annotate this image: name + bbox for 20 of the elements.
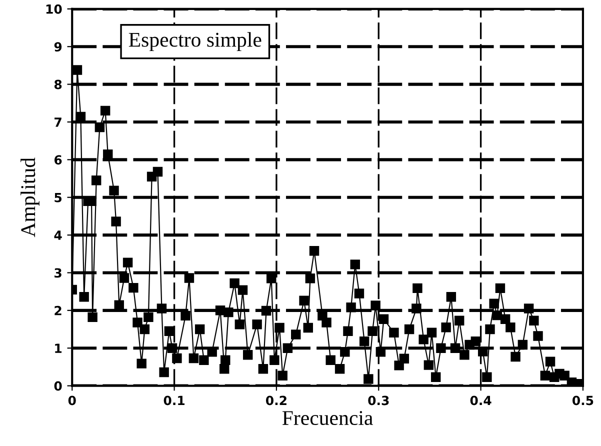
y-tick-label: 10 bbox=[46, 4, 62, 14]
x-tick-label: 0.2 bbox=[266, 396, 286, 406]
x-tick-label: 0.1 bbox=[164, 396, 185, 406]
y-tick-label: 5 bbox=[54, 192, 62, 202]
text: Espectro simple bbox=[128, 32, 262, 52]
y-tick-label: 0 bbox=[54, 381, 62, 391]
y-axis-title: Amplitud bbox=[20, 158, 40, 238]
y-tick-label: 2 bbox=[54, 306, 62, 316]
x-tick-label: 0.3 bbox=[368, 396, 389, 406]
x-tick-label: 0.5 bbox=[572, 396, 594, 406]
x-axis-title: Frecuencia bbox=[282, 411, 373, 426]
y-tick-label: 4 bbox=[54, 230, 62, 240]
y-tick-label: 9 bbox=[54, 42, 62, 52]
y-tick-label: 1 bbox=[55, 344, 62, 353]
x-tick-label: 0.4 bbox=[470, 396, 492, 406]
y-tick-label: 6 bbox=[54, 155, 62, 165]
x-tick-label: 0 bbox=[68, 396, 76, 406]
y-tick-label: 3 bbox=[54, 268, 62, 278]
y-tick-label: 8 bbox=[54, 80, 62, 90]
y-tick-label: 7 bbox=[54, 118, 62, 127]
